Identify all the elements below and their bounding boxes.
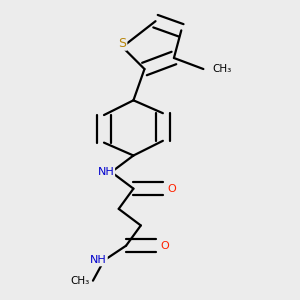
Text: O: O [168,184,176,194]
Text: NH: NH [90,255,107,266]
Text: S: S [118,37,126,50]
Text: CH₃: CH₃ [213,64,232,74]
Text: NH: NH [98,167,114,177]
Text: O: O [160,241,169,251]
Text: CH₃: CH₃ [70,276,89,286]
